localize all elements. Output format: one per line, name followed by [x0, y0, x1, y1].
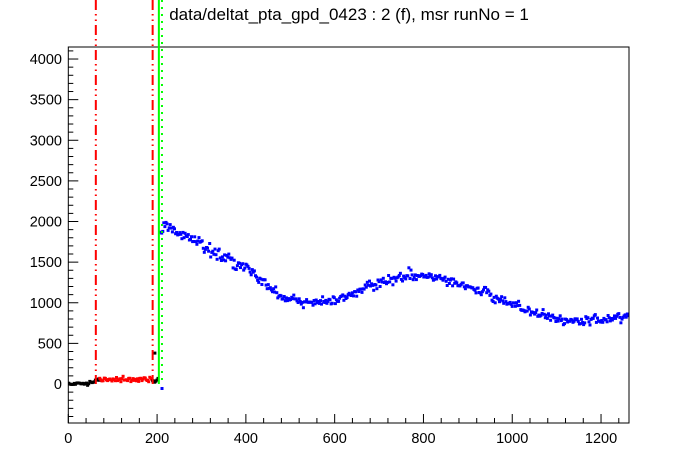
- axes-frame: [67, 46, 630, 424]
- y-tick-label: 1500: [30, 255, 62, 271]
- series-signal-blue: [159, 220, 630, 327]
- y-tick-label: 4000: [30, 52, 62, 68]
- data-series-layer: [68, 220, 630, 390]
- y-tick-label: 0: [54, 377, 62, 393]
- series-background-window-red: [98, 374, 154, 384]
- y-tick-label: 3500: [30, 93, 62, 109]
- x-tick-label: 800: [411, 431, 435, 447]
- x-tick-label: 0: [64, 431, 72, 447]
- y-tick-label: 2500: [30, 174, 62, 190]
- y-tick-label: 2000: [30, 215, 62, 231]
- x-tick-label: 200: [145, 431, 169, 447]
- x-tick-label: 1200: [585, 431, 617, 447]
- x-tick-label: 1000: [496, 431, 528, 447]
- stray-black-point: [153, 351, 157, 355]
- y-tick-label: 1000: [30, 296, 62, 312]
- x-tick-label: 400: [234, 431, 258, 447]
- x-tick-label: 600: [323, 431, 347, 447]
- y-tick-label: 500: [38, 336, 62, 352]
- y-tick-label: 3000: [30, 133, 62, 149]
- tick-labels: 0 500 1000 1500 2000 2500 3000 3500 4000 0 200 400 6…: [30, 52, 617, 447]
- t0-bin-point: [160, 387, 164, 390]
